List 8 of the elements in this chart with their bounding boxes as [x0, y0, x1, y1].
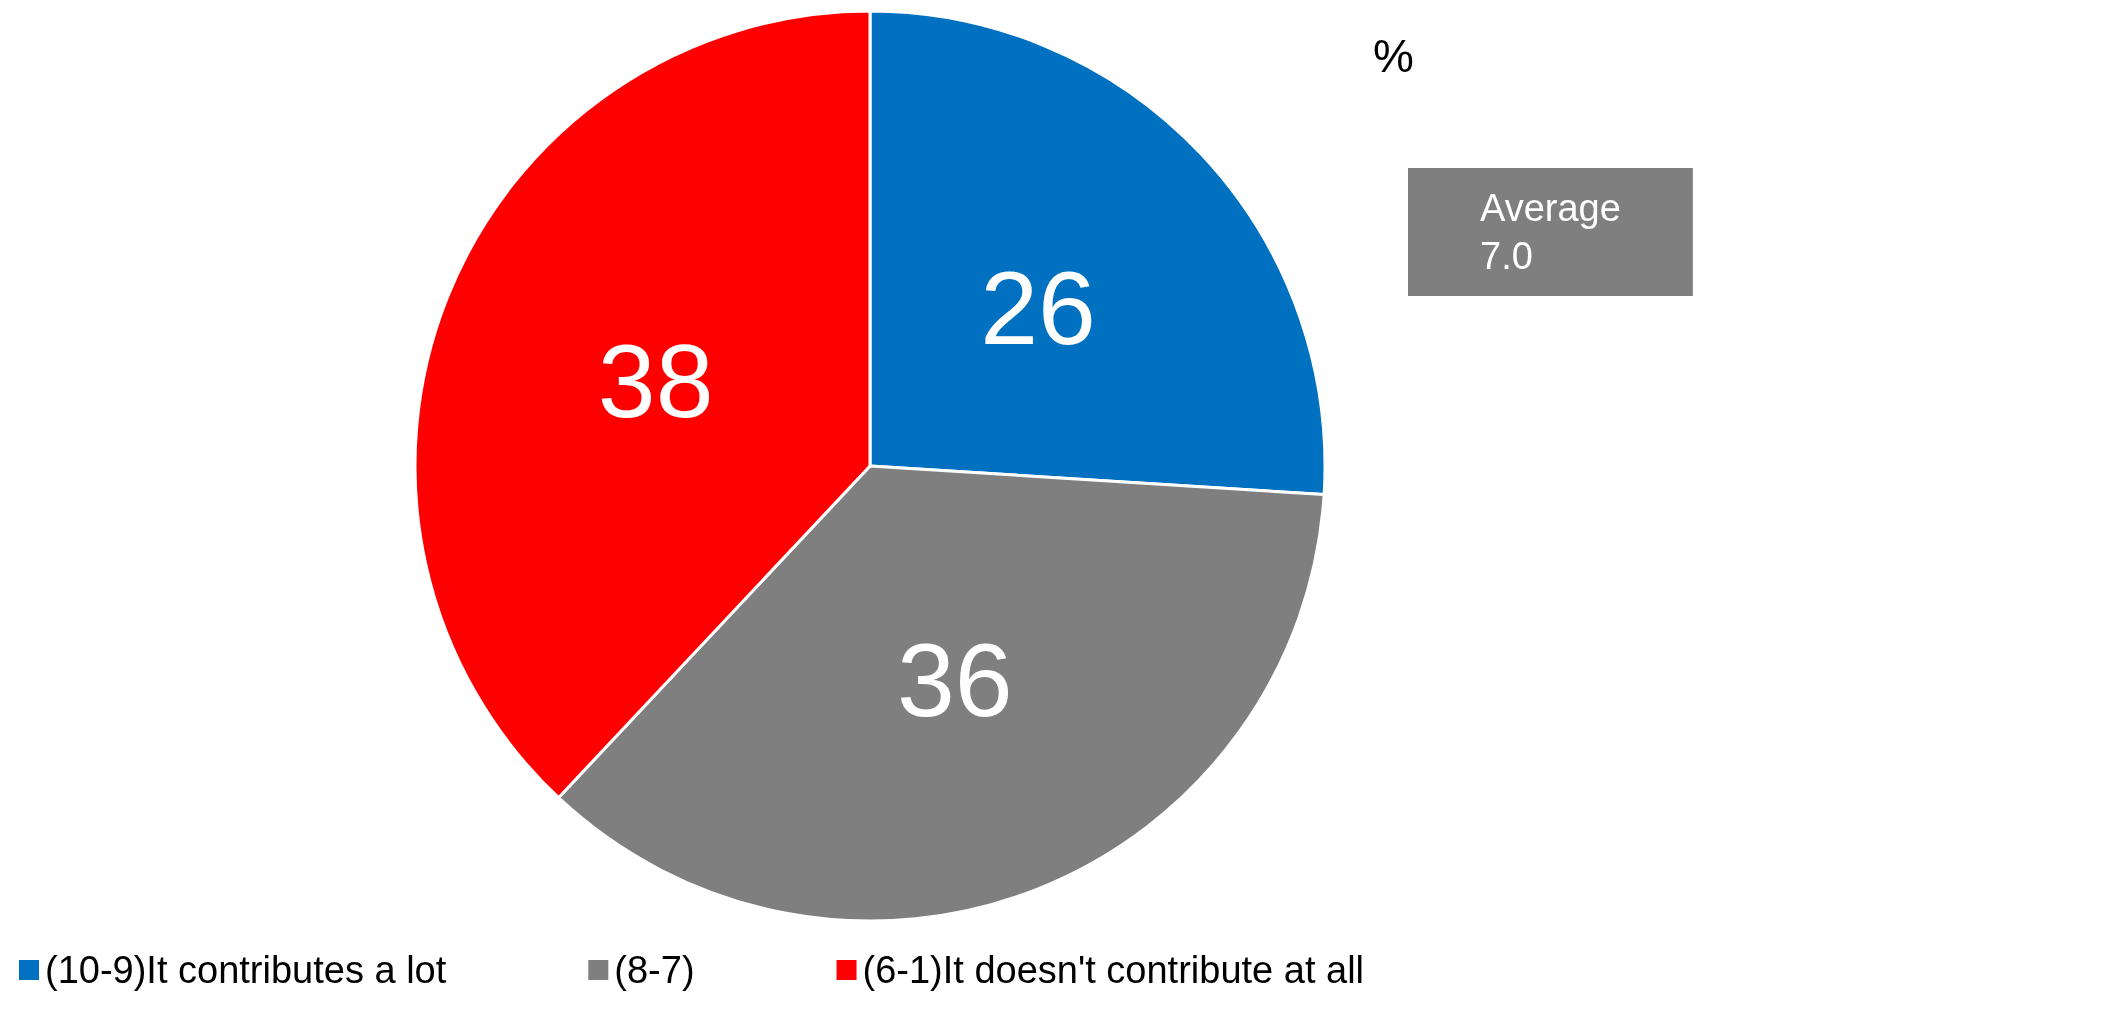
data-label: 26: [980, 250, 1096, 367]
data-label: 36: [897, 622, 1013, 739]
legend-label: (8-7): [614, 949, 695, 991]
text: Average 7.0: [1480, 187, 1621, 277]
legend-label: (10-9)It contributes a lot: [45, 949, 447, 991]
legend-label: (6-1)It doesn't contribute at all: [862, 949, 1365, 991]
chart-title: %: [1373, 30, 1414, 82]
data-label: 38: [597, 323, 714, 440]
